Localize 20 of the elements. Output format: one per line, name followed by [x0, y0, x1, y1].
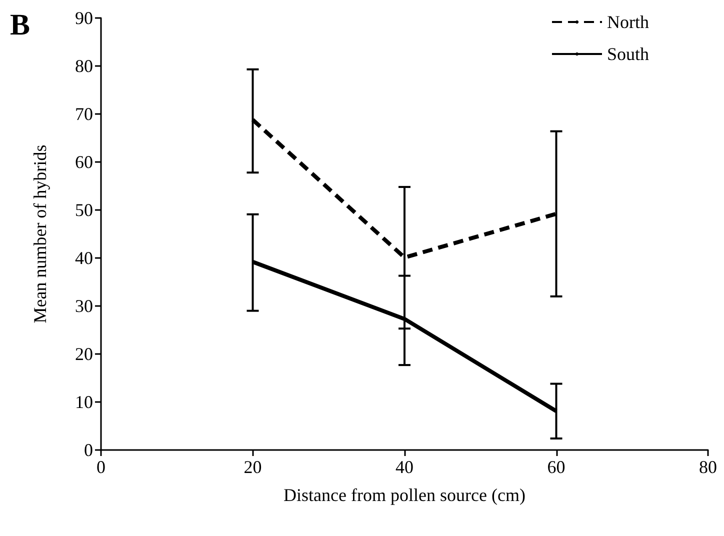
x-tick-label: 20: [244, 457, 262, 477]
x-tick-label: 40: [396, 457, 414, 477]
x-tick-label: 80: [699, 457, 717, 477]
y-axis-title: Mean number of hybrids: [30, 144, 50, 324]
y-tick-label: 90: [75, 8, 93, 28]
y-tick-label: 0: [84, 440, 93, 460]
y-tick-label: 30: [75, 296, 93, 316]
y-tick-label: 80: [75, 56, 93, 76]
text: B: [10, 8, 30, 42]
x-tick-label: 0: [96, 457, 106, 477]
y-tick-label: 10: [75, 392, 93, 412]
y-tick-label: 20: [75, 344, 93, 364]
y-tick-label: 40: [75, 248, 93, 268]
y-tick-label: 70: [75, 104, 93, 124]
x-tick-label: 60: [547, 457, 566, 477]
legend-label: North: [606, 12, 649, 32]
x-axis-title: Distance from pollen source (cm): [284, 485, 526, 505]
legend-label: South: [606, 44, 650, 64]
y-tick-label: 50: [75, 200, 93, 220]
y-tick-label: 60: [75, 152, 93, 172]
